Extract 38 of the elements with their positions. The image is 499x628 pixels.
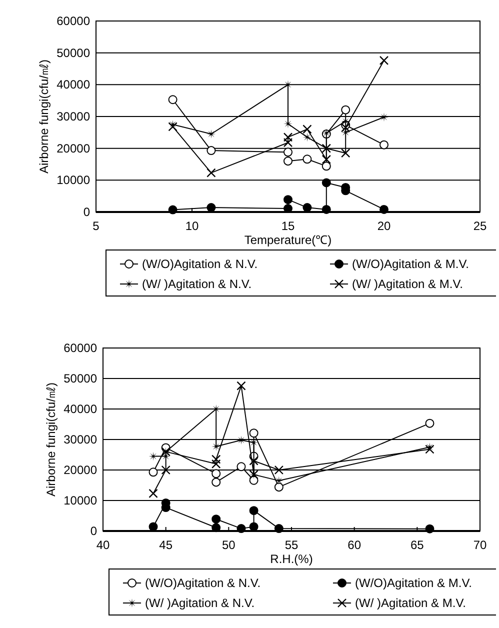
y-axis-title: Airborne fungi(cfu/㎖) [44, 382, 58, 497]
legend-label: (W/ )Agitation & M.V. [352, 277, 463, 291]
legend-label: (W/ )Agitation & N.V. [142, 277, 252, 291]
y-tick-label: 60000 [56, 14, 90, 28]
y-tick-label: 30000 [64, 432, 98, 446]
x-tick-label: 70 [473, 538, 487, 552]
legend-label: (W/O)Agitation & N.V. [142, 257, 258, 271]
y-tick-label: 0 [90, 524, 98, 538]
legend-label: (W/O)Agitation & M.V. [352, 257, 469, 271]
y-tick-label: 60000 [64, 341, 98, 355]
legend-label: (W/O)Agitation & M.V. [355, 576, 472, 590]
x-tick-label: 45 [159, 538, 173, 552]
x-tick-label: 40 [96, 538, 110, 552]
y-tick-label: 10000 [56, 173, 90, 188]
legend-label: (W/ )Agitation & M.V. [355, 596, 466, 610]
y-tick-label: 40000 [64, 402, 98, 416]
x-tick-label: 65 [410, 538, 424, 552]
x-tick-label: 55 [284, 538, 298, 552]
x-tick-label: 5 [92, 219, 100, 233]
x-tick-label: 50 [222, 538, 236, 552]
x-tick-label: 60 [348, 538, 362, 552]
y-tick-label: 40000 [56, 78, 90, 92]
x-axis-title: R.H.(%) [270, 552, 313, 566]
y-tick-label: 0 [83, 205, 90, 219]
y-tick-label: 20000 [56, 141, 90, 156]
x-tick-label: 20 [377, 219, 391, 233]
x-tick-label: 25 [473, 219, 487, 233]
y-tick-label: 10000 [64, 494, 98, 508]
legend-label: (W/O)Agitation & N.V. [145, 576, 261, 590]
y-tick-label: 50000 [56, 46, 90, 60]
y-tick-label: 50000 [64, 372, 98, 386]
y-axis-title: Airborne fungi(cfu/㎖) [37, 59, 51, 174]
y-tick-label: 30000 [56, 110, 90, 124]
y-tick-label: 20000 [64, 463, 98, 477]
x-tick-label: 10 [185, 219, 199, 233]
x-axis-title: Temperature(℃) [244, 233, 332, 247]
legend-label: (W/ )Agitation & N.V. [145, 596, 255, 610]
x-tick-label: 15 [281, 219, 295, 233]
